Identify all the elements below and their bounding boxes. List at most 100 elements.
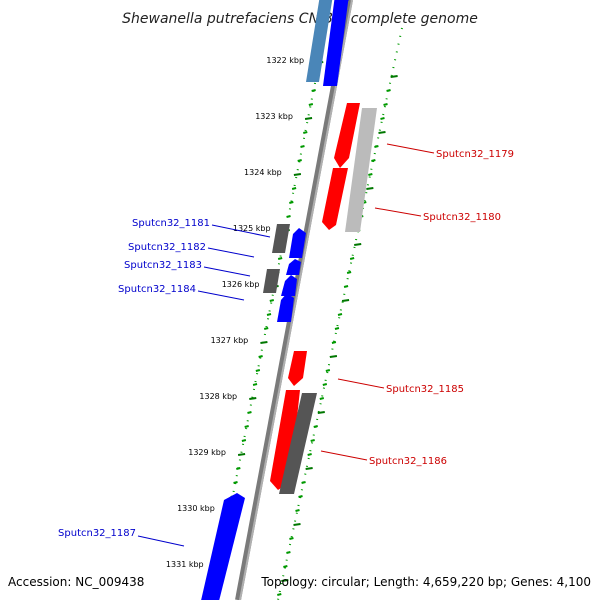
tick-mark-outer bbox=[378, 131, 386, 134]
gene-label-sputcn32-1180[interactable]: Sputcn32_1180 bbox=[423, 212, 501, 223]
gene-label-sputcn32-1187[interactable]: Sputcn32_1187 bbox=[58, 528, 136, 539]
gene-sputcn32-1179[interactable] bbox=[334, 103, 360, 168]
tick-mark-minor-outer bbox=[301, 481, 306, 484]
gene-label-sputcn32-1179[interactable]: Sputcn32_1179 bbox=[436, 149, 514, 160]
gene-sputcn32-1186[interactable] bbox=[270, 390, 300, 490]
gene-label-sputcn32-1185[interactable]: Sputcn32_1185 bbox=[386, 384, 464, 395]
tick-mark-minor-inner bbox=[297, 159, 302, 162]
tick-mark-minor-inner bbox=[311, 89, 316, 92]
cds-sputcn32-1186[interactable] bbox=[279, 393, 317, 494]
tick-label: 1326 kbp bbox=[222, 280, 260, 289]
tick-mark-inner bbox=[304, 117, 313, 120]
tick-mark-outer bbox=[366, 187, 374, 190]
tick-mark-minor-inner bbox=[247, 411, 252, 414]
gene-sputcn32-1182[interactable] bbox=[286, 259, 301, 275]
tick-mark-minor-outer bbox=[289, 537, 294, 540]
tick-mark-minor-outer bbox=[334, 327, 340, 330]
tick-mark-minor-outer bbox=[343, 285, 349, 288]
tick-mark-minor-outer bbox=[307, 453, 312, 456]
tick-mark-minor-inner bbox=[269, 299, 275, 302]
tick-mark-outer bbox=[341, 299, 350, 302]
tick-mark-minor-outer bbox=[319, 397, 325, 400]
gene-features bbox=[200, 0, 377, 600]
label-leader-lines bbox=[137, 143, 435, 547]
tick-mark-minor-inner bbox=[308, 103, 314, 106]
gene-label-sputcn32-1182[interactable]: Sputcn32_1182 bbox=[128, 242, 206, 253]
gene-label-sputcn32-1183[interactable]: Sputcn32_1183 bbox=[124, 260, 202, 271]
tick-mark-outer bbox=[354, 243, 362, 246]
tick-mark-minor-inner bbox=[244, 425, 249, 428]
tick-mark-minor-inner bbox=[286, 215, 291, 218]
tick-mark-minor-outer bbox=[310, 439, 315, 442]
tick-mark-minor-outer bbox=[346, 271, 352, 274]
genome-summary-text: Topology: circular; Length: 4,659,220 bp… bbox=[260, 575, 591, 589]
tick-mark-minor-inner bbox=[258, 355, 263, 358]
tick-mark-minor-outer bbox=[374, 145, 379, 148]
tick-mark-minor-outer bbox=[371, 159, 376, 162]
tick-label: 1324 kbp bbox=[244, 168, 282, 177]
cds-sputcn32-1183[interactable] bbox=[263, 269, 280, 293]
gene-sputcn32-1185[interactable] bbox=[288, 351, 307, 386]
tick-mark-minor-inner bbox=[291, 187, 297, 190]
tick-mark-minor-inner bbox=[266, 313, 272, 316]
tick-mark-minor-outer bbox=[380, 117, 385, 120]
gene-sputcn32-1180[interactable] bbox=[322, 168, 348, 230]
tick-label: 1329 kbp bbox=[188, 448, 226, 457]
map-title: Shewanella putrefaciens CN-32, complete … bbox=[122, 11, 478, 27]
cds-block-forward-top[interactable] bbox=[306, 0, 333, 82]
tick-mark-inner bbox=[293, 173, 302, 176]
tick-mark-minor-outer bbox=[386, 89, 391, 92]
tick-label: 1328 kbp bbox=[199, 392, 237, 401]
tick-label: 1325 kbp bbox=[233, 224, 271, 233]
gene-block-forward-top[interactable] bbox=[323, 0, 349, 86]
tick-label: 1330 kbp bbox=[177, 504, 215, 513]
tick-mark-minor-outer bbox=[295, 509, 300, 512]
cds-sputcn32-1181[interactable] bbox=[272, 224, 290, 253]
tick-labels: 1322 kbp 1323 kbp 1324 kbp 1325 kbp 1326 kbp… bbox=[166, 56, 304, 569]
tick-mark-minor-outer bbox=[368, 173, 373, 176]
tick-mark-outer bbox=[390, 75, 398, 78]
gene-label-sputcn32-1184[interactable]: Sputcn32_1184 bbox=[118, 284, 196, 295]
tick-mark-outer bbox=[317, 411, 325, 414]
tick-mark-minor-outer bbox=[325, 369, 331, 372]
tick-mark-outer bbox=[329, 355, 338, 358]
gene-label-sputcn32-1186[interactable]: Sputcn32_1186 bbox=[369, 456, 447, 467]
tick-mark-minor-inner bbox=[303, 131, 308, 134]
tick-label: 1327 kbp bbox=[211, 336, 249, 345]
tick-mark-minor-outer bbox=[337, 313, 343, 316]
genome-backbone-highlight bbox=[239, 0, 353, 600]
tick-mark-minor-outer bbox=[283, 565, 288, 568]
tick-mark-minor-outer bbox=[277, 593, 282, 596]
gene-sputcn32-1184[interactable] bbox=[277, 293, 294, 322]
gene-label-sputcn32-1181[interactable]: Sputcn32_1181 bbox=[132, 218, 210, 229]
tick-label: 1323 kbp bbox=[255, 112, 293, 121]
tick-mark-minor-inner bbox=[252, 383, 258, 386]
tick-mark-minor-inner bbox=[300, 145, 305, 148]
tick-mark-minor-inner bbox=[233, 481, 238, 484]
tick-mark-outer bbox=[281, 579, 289, 582]
cds-sputcn32-1179[interactable] bbox=[345, 108, 377, 232]
accession-text: Accession: NC_009438 bbox=[8, 575, 144, 589]
gene-sputcn32-1181[interactable] bbox=[289, 228, 306, 258]
tick-mark-minor-inner bbox=[263, 327, 269, 330]
genome-backbone bbox=[235, 0, 353, 600]
gene-sputcn32-1187[interactable] bbox=[200, 493, 245, 600]
gene-sputcn32-1183[interactable] bbox=[281, 275, 297, 296]
tick-mark-inner bbox=[249, 397, 257, 400]
tick-label: 1322 kbp bbox=[266, 56, 304, 65]
tick-mark-inner bbox=[237, 453, 246, 456]
tick-mark-inner bbox=[260, 341, 268, 344]
tick-mark-outer bbox=[305, 467, 313, 470]
tick-mark-minor-outer bbox=[298, 495, 303, 498]
gene-labels: Sputcn32_1179 Sputcn32_1180 Sputcn32_118… bbox=[58, 149, 514, 539]
tick-mark-minor-inner bbox=[236, 467, 241, 470]
tick-mark-minor-outer bbox=[286, 551, 291, 554]
tick-mark-minor-outer bbox=[383, 103, 388, 106]
tick-mark-minor-outer bbox=[313, 425, 318, 428]
tick-mark-minor-outer bbox=[331, 341, 337, 344]
tick-mark-minor-inner bbox=[277, 257, 283, 260]
tick-label: 1331 kbp bbox=[166, 560, 204, 569]
tick-mark-minor-inner bbox=[289, 201, 294, 204]
